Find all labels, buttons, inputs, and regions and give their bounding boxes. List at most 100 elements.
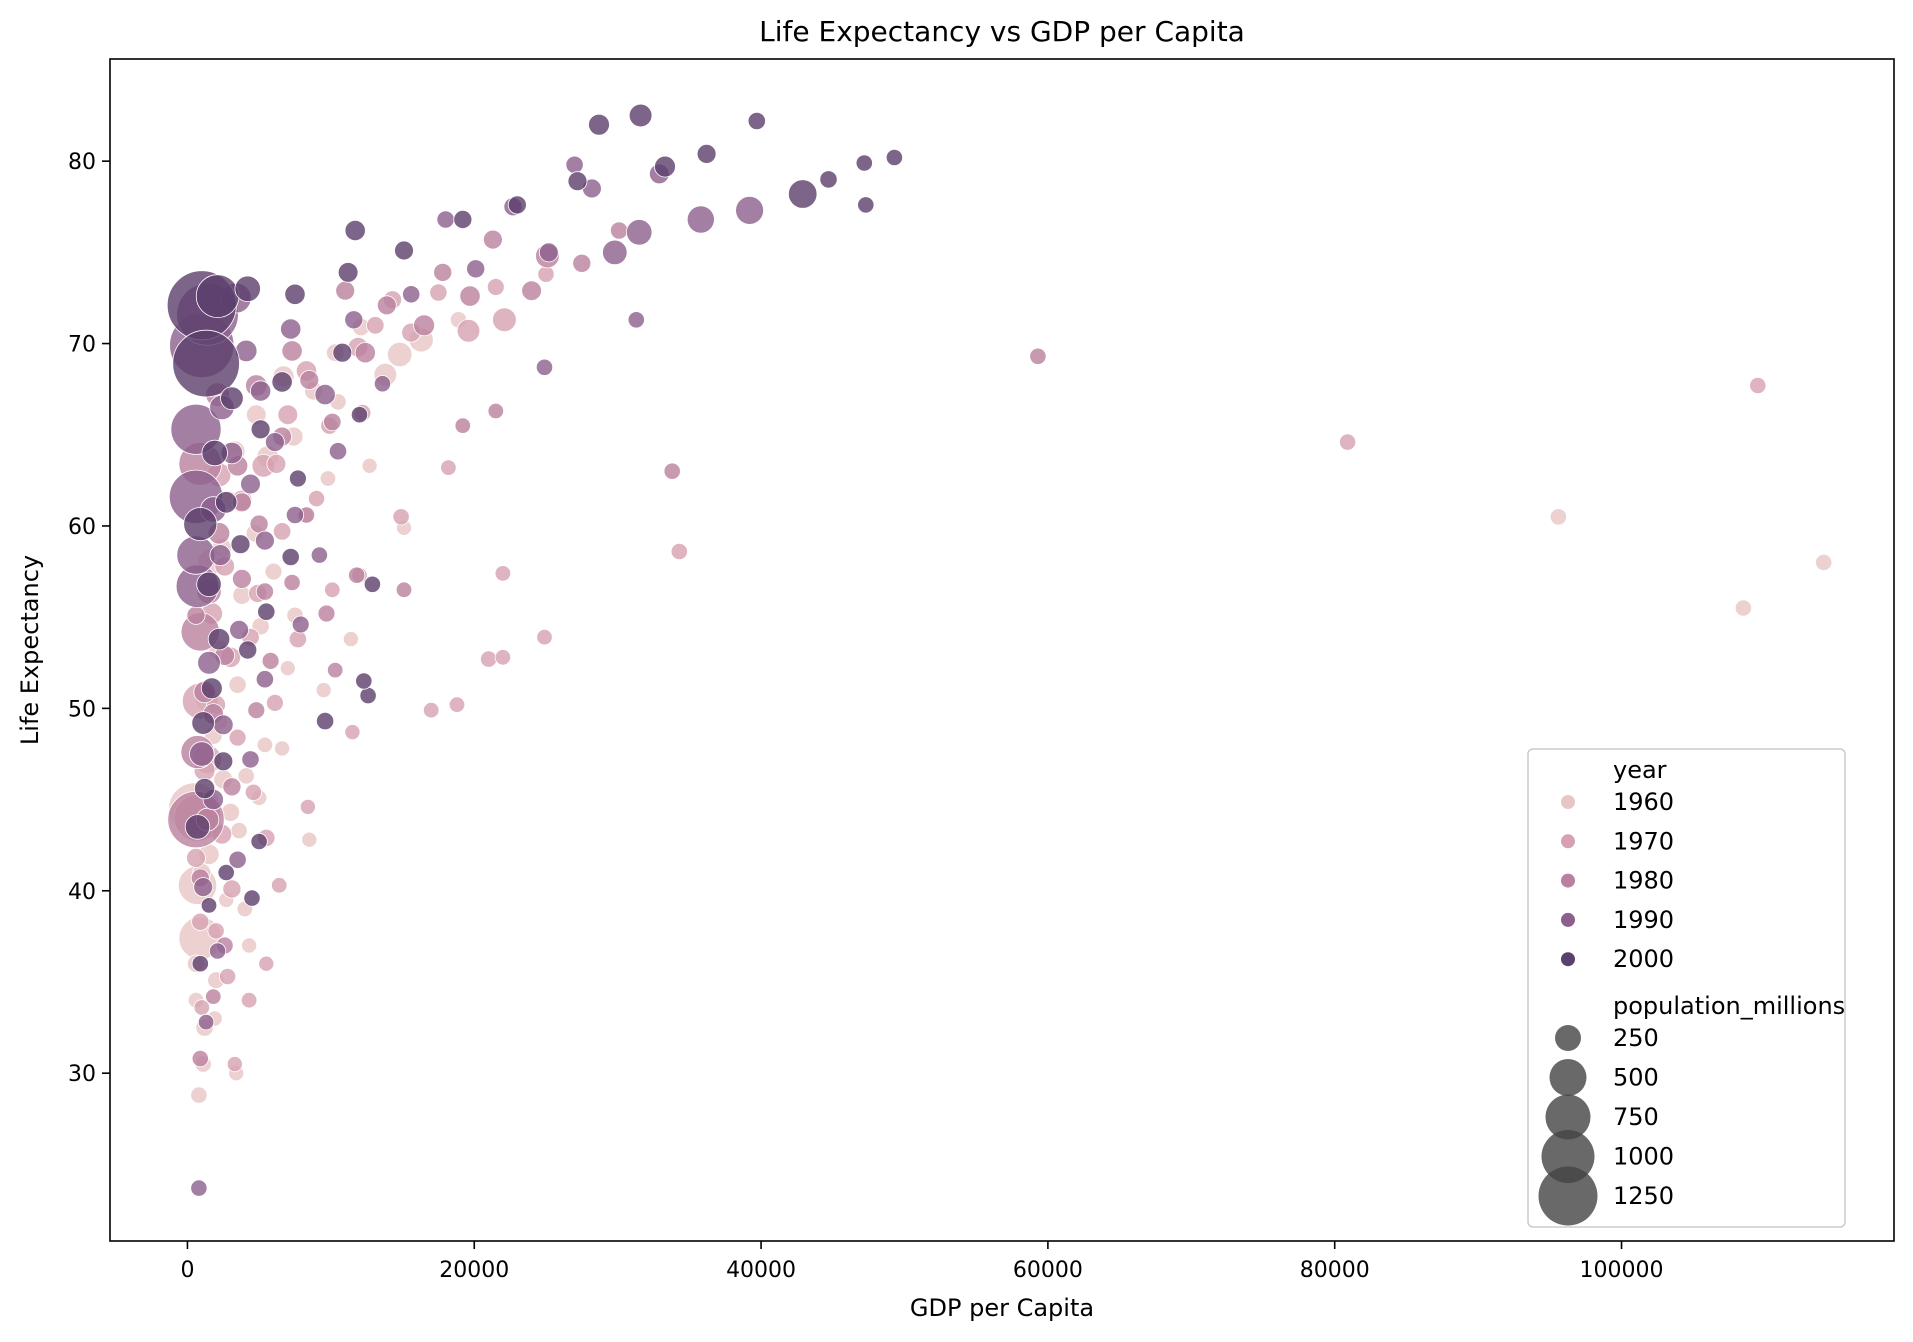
- data-point-1970: [288, 629, 307, 649]
- data-point-2000: [271, 371, 293, 393]
- x-tick-label: 0: [180, 1258, 194, 1283]
- data-point-1980: [609, 221, 629, 240]
- data-point-2000: [220, 386, 244, 411]
- data-point-1980: [299, 370, 320, 390]
- data-point-1990: [466, 259, 486, 279]
- data-point-1960: [228, 675, 247, 694]
- data-point-1990: [197, 650, 221, 675]
- data-point-2000: [344, 219, 366, 242]
- data-point-1960: [315, 682, 332, 699]
- data-point-1980: [186, 605, 206, 625]
- data-point-1980: [323, 412, 342, 432]
- data-point-1990: [344, 310, 364, 330]
- x-tick-label: 40000: [726, 1258, 796, 1283]
- data-point-2000: [332, 342, 353, 363]
- data-point-1990: [565, 155, 584, 174]
- data-point-1980: [433, 262, 453, 282]
- data-point-1960: [264, 562, 283, 581]
- data-point-2000: [201, 439, 228, 467]
- data-point-2000: [195, 274, 240, 318]
- data-point-1990: [189, 741, 215, 767]
- data-point-1970: [423, 702, 440, 719]
- data-point-1990: [310, 546, 328, 564]
- data-point-1980: [572, 253, 592, 273]
- data-point-2000: [359, 686, 377, 705]
- data-point-2000: [217, 863, 235, 882]
- data-point-2000: [243, 889, 261, 907]
- data-point-1970: [307, 489, 326, 508]
- data-point-1990: [255, 670, 274, 689]
- data-point-1990: [254, 530, 275, 551]
- y-axis: 30 40 50 60 70 80: [68, 150, 110, 1087]
- data-point-1990: [602, 239, 628, 266]
- legend-size-label: 750: [1613, 1103, 1659, 1131]
- data-point-1980: [521, 280, 542, 302]
- y-axis-title: Life Expectancy: [16, 555, 44, 745]
- data-point-1990: [197, 1013, 215, 1031]
- data-point-1990: [314, 383, 336, 406]
- data-point-1990: [213, 714, 234, 736]
- data-point-1970: [537, 265, 555, 283]
- data-point-1970: [1749, 376, 1767, 395]
- data-point-1970: [191, 912, 210, 931]
- y-tick-label: 60: [68, 515, 96, 540]
- x-tick-label: 60000: [1013, 1258, 1083, 1283]
- data-point-1970: [271, 877, 288, 894]
- data-point-2000: [885, 148, 904, 167]
- x-axis: 0 20000 40000 60000 80000 100000: [180, 1241, 1664, 1283]
- data-point-1970: [272, 522, 292, 541]
- data-point-2000: [257, 602, 276, 621]
- data-point-1980: [459, 285, 481, 307]
- data-point-2000: [788, 179, 818, 209]
- data-point-2000: [355, 672, 373, 690]
- data-point-2000: [696, 143, 717, 164]
- data-point-1970: [228, 728, 247, 747]
- data-point-1970: [494, 649, 512, 666]
- data-point-1960: [256, 736, 274, 754]
- data-point-1960: [1734, 599, 1753, 617]
- data-point-1990: [176, 535, 216, 575]
- data-point-1960: [237, 767, 255, 785]
- data-point-1980: [283, 573, 301, 592]
- data-point-1990: [402, 285, 421, 304]
- legend-label-1990: 1990: [1613, 906, 1674, 934]
- legend-marker-1960: [1561, 795, 1575, 809]
- data-point-1970: [277, 404, 299, 426]
- data-point-1990: [535, 358, 554, 376]
- data-point-2000: [194, 777, 216, 800]
- legend-hue-title: year: [1613, 756, 1667, 784]
- data-point-2000: [191, 711, 216, 735]
- data-point-1980: [231, 569, 252, 589]
- legend-size-label: 500: [1613, 1064, 1659, 1092]
- data-point-1960: [1549, 508, 1568, 526]
- data-point-1990: [209, 942, 227, 960]
- data-point-2000: [172, 329, 240, 398]
- legend-size-marker: [1549, 1059, 1587, 1096]
- data-point-1970: [536, 629, 553, 646]
- data-point-2000: [214, 491, 238, 514]
- legend-label-1970: 1970: [1613, 827, 1674, 855]
- legend-box: [1527, 748, 1846, 1228]
- data-point-2000: [234, 275, 261, 303]
- legend-size-marker: [1538, 1166, 1598, 1226]
- data-point-1990: [686, 205, 715, 234]
- data-point-2000: [183, 507, 218, 542]
- legend-size-marker: [1555, 1025, 1581, 1051]
- data-point-1980: [335, 280, 356, 301]
- data-point-1970: [440, 459, 457, 476]
- data-point-1970: [429, 283, 448, 302]
- data-point-2000: [350, 406, 369, 424]
- data-point-1990: [436, 210, 455, 229]
- data-point-1970: [392, 508, 410, 526]
- data-point-1980: [261, 652, 280, 670]
- data-point-1980: [482, 229, 503, 250]
- data-point-2000: [191, 955, 209, 973]
- data-point-2000: [507, 195, 527, 215]
- legend: year 1960 1970 1980 1990 2000 population_mil…: [1527, 748, 1846, 1228]
- x-tick-label: 80000: [1300, 1258, 1370, 1283]
- legend-label-1960: 1960: [1613, 788, 1674, 816]
- y-tick-label: 30: [68, 1062, 96, 1087]
- data-point-2000: [394, 240, 414, 261]
- data-point-2000: [337, 262, 359, 283]
